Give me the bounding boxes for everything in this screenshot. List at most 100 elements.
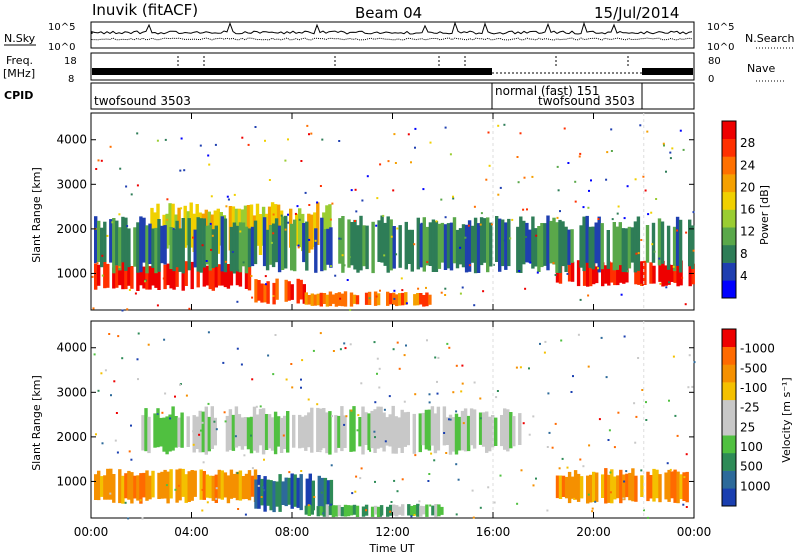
- heatmap-cell: [519, 366, 522, 369]
- colorbar-tick-label: 12: [740, 225, 755, 239]
- sky-noise-label: N.Sky: [4, 32, 36, 45]
- colorbar-swatch: [722, 382, 736, 401]
- heatmap-cell: [237, 414, 242, 447]
- heatmap-cell: [626, 185, 629, 188]
- heatmap-cell: [236, 300, 239, 303]
- heatmap-cell: [229, 264, 234, 286]
- heatmap-cell: [284, 159, 287, 162]
- heatmap-cell: [225, 415, 230, 452]
- heatmap-cell: [379, 406, 383, 448]
- heatmap-cell: [374, 436, 376, 439]
- heatmap-cell: [578, 155, 581, 158]
- heatmap-cell: [275, 278, 279, 300]
- heatmap-cell: [646, 130, 649, 133]
- heatmap-cell: [326, 228, 330, 265]
- heatmap-cell: [403, 412, 407, 447]
- heatmap-cell: [208, 224, 212, 271]
- heatmap-cell: [264, 275, 267, 278]
- heatmap-cell: [346, 505, 351, 517]
- heatmap-cell: [499, 186, 502, 189]
- heatmap-cell: [162, 277, 165, 280]
- heatmap-cell: [495, 396, 498, 399]
- heatmap-cell: [169, 261, 173, 289]
- heatmap-cell: [622, 474, 626, 501]
- heatmap-cell: [266, 281, 270, 304]
- heatmap-cell: [130, 266, 134, 289]
- heatmap-cell: [482, 218, 487, 263]
- heatmap-cell: [272, 213, 275, 216]
- freq-trace-right: [642, 68, 693, 75]
- x-tick-label: 04:00: [174, 525, 209, 539]
- heatmap-cell: [217, 264, 221, 286]
- cpid-label: CPID: [4, 89, 33, 102]
- heatmap-cell: [192, 415, 196, 453]
- heatmap-cell: [403, 354, 406, 357]
- heatmap-cell: [413, 243, 416, 246]
- heatmap-cell: [118, 263, 122, 286]
- heatmap-cell: [556, 165, 559, 168]
- heatmap-cell: [103, 475, 107, 500]
- heatmap-cell: [145, 261, 149, 290]
- heatmap-cell: [244, 263, 249, 289]
- heatmap-cell: [531, 216, 535, 269]
- heatmap-cell: [657, 218, 662, 266]
- colorbar-tick-label: -100: [740, 381, 767, 395]
- heatmap-cell: [647, 516, 649, 519]
- x-tick-label: 12:00: [375, 525, 410, 539]
- heatmap-cell: [139, 216, 143, 273]
- heatmap-cell: [264, 139, 266, 142]
- heatmap-cell: [425, 292, 429, 307]
- heatmap-cell: [391, 405, 395, 454]
- heatmap-cell: [684, 303, 687, 306]
- heatmap-cell: [215, 428, 218, 431]
- heatmap-cell: [652, 468, 656, 502]
- heatmap-cell: [95, 168, 98, 170]
- heatmap-cell: [645, 401, 647, 404]
- power-heatmap-panel: 1000 2000 3000 4000 Slant Range [km] 4 8 12 16…: [30, 112, 771, 312]
- heatmap-cell: [546, 509, 549, 512]
- heatmap-cell: [610, 128, 613, 131]
- heatmap-cell: [258, 408, 263, 446]
- heatmap-cell: [223, 472, 228, 498]
- freq-label: Freq.: [6, 54, 33, 67]
- heatmap-cell: [97, 264, 101, 286]
- heatmap-cell: [330, 464, 333, 467]
- heatmap-cell: [266, 479, 270, 506]
- heatmap-cell: [446, 223, 451, 269]
- x-axis-label: Time UT: [368, 542, 414, 554]
- heatmap-cell: [320, 217, 324, 272]
- heatmap-cell: [452, 197, 455, 200]
- heatmap-cell: [267, 354, 270, 357]
- heatmap-cell: [228, 409, 233, 451]
- heatmap-cell: [617, 411, 620, 414]
- heatmap-cell: [570, 261, 575, 282]
- heatmap-cell: [427, 480, 430, 482]
- heatmap-cell: [350, 222, 354, 266]
- heatmap-cell: [177, 417, 181, 448]
- heatmap-cell: [160, 225, 164, 264]
- heatmap-cell: [592, 260, 596, 285]
- heatmap-cell: [579, 476, 584, 499]
- heatmap-cell: [164, 392, 167, 395]
- heatmap-cell: [534, 228, 538, 267]
- heatmap-cell: [322, 504, 327, 517]
- heatmap-cell: [153, 413, 157, 448]
- heatmap-cell: [374, 401, 377, 404]
- heatmap-cell: [223, 218, 228, 273]
- heatmap-cell: [559, 210, 561, 213]
- heatmap-cell: [358, 417, 362, 447]
- heatmap-cell: [526, 208, 528, 211]
- heatmap-cell: [597, 267, 599, 270]
- heatmap-cell: [328, 411, 332, 455]
- heatmap-cell: [165, 484, 168, 487]
- heatmap-cell: [214, 225, 218, 267]
- heatmap-cell: [440, 506, 444, 515]
- heatmap-cell: [386, 216, 390, 273]
- heatmap-cell: [535, 477, 537, 480]
- heatmap-cell: [540, 223, 544, 268]
- heatmap-cell: [92, 307, 95, 310]
- heatmap-cell: [311, 480, 315, 511]
- heatmap-cell: [554, 422, 557, 425]
- heatmap-cell: [280, 216, 285, 270]
- heatmap-cell: [557, 189, 560, 192]
